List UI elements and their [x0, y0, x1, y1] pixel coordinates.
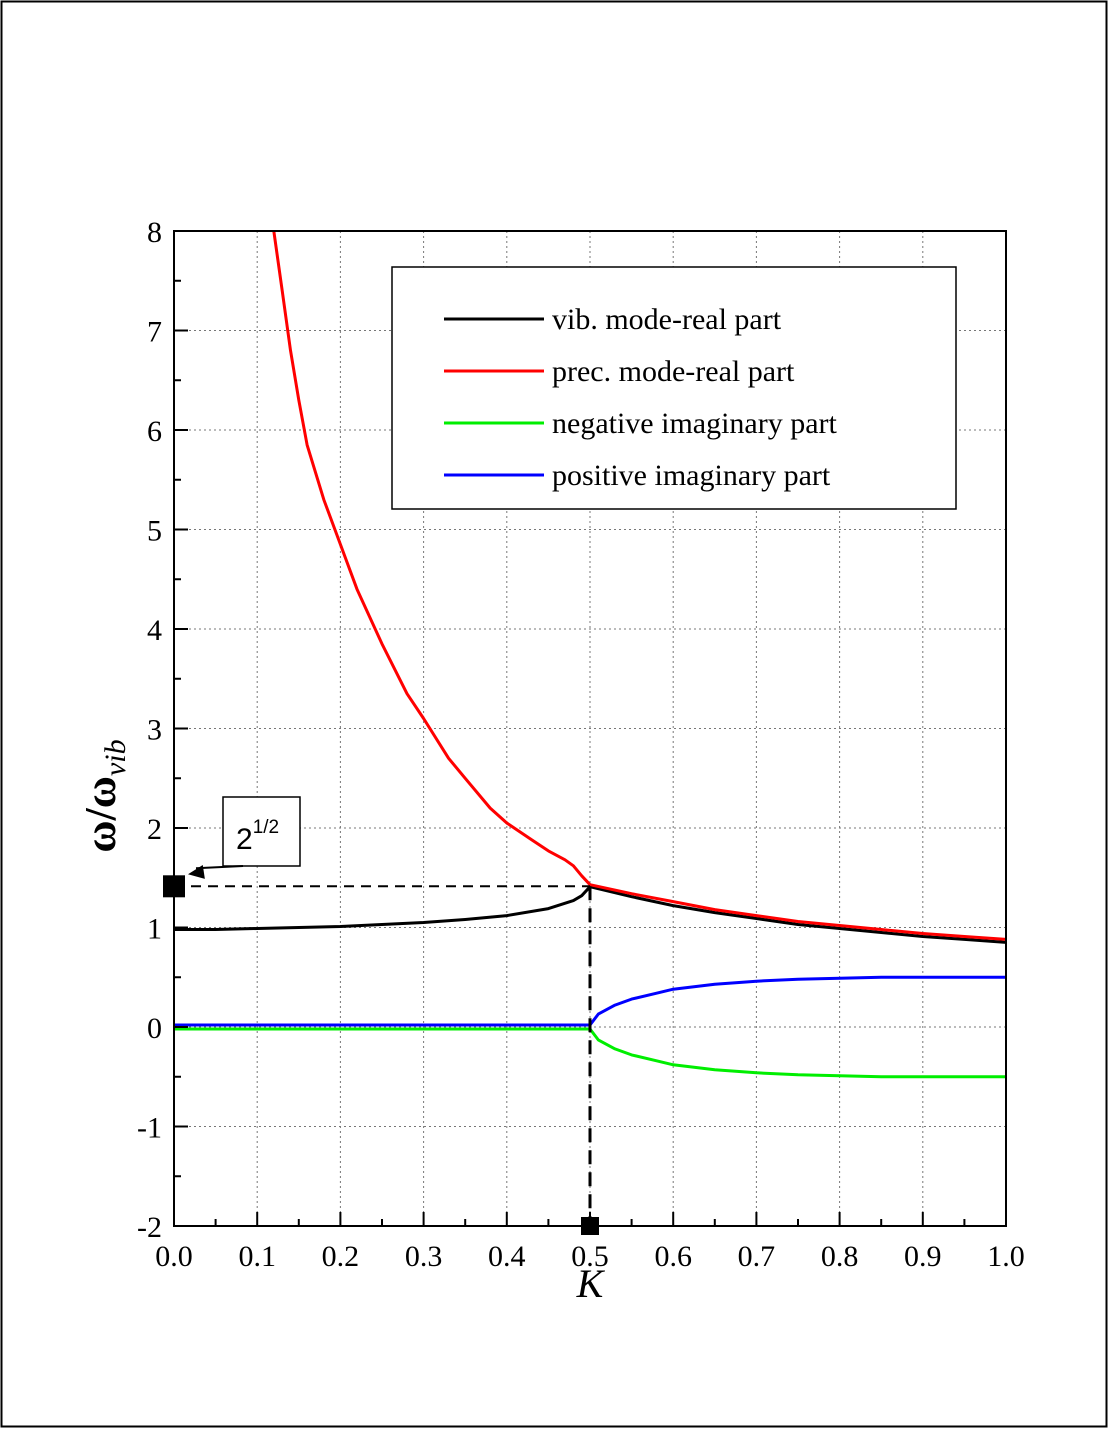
annotations: 21/2: [188, 796, 301, 879]
x-tick-label: 0.2: [322, 1240, 360, 1273]
y-axis-label: ω/ωvib: [76, 739, 132, 852]
legend-label-1: prec. mode-real part: [552, 355, 795, 388]
x-tick-label: 0.0: [155, 1240, 193, 1273]
annotation-box: [222, 796, 301, 867]
x-tick-label: 1.0: [987, 1240, 1025, 1273]
series-line-0: [174, 885, 1007, 944]
x-axis-label: K: [576, 1261, 606, 1306]
series-line-2: [174, 1027, 1006, 1079]
x-tick-label: 0.4: [488, 1240, 526, 1273]
x-tick-label: 0.6: [654, 1240, 692, 1273]
marker-square-k-half: [581, 1217, 599, 1235]
legend-label-3: positive imaginary part: [552, 459, 831, 492]
series-line-3: [174, 975, 1006, 1027]
y-tick-label: 1: [147, 913, 162, 946]
plot-curves: [174, 230, 1007, 1079]
y-tick-label: -2: [137, 1211, 162, 1244]
y-axis-label-subscript: vib: [99, 739, 132, 776]
annotation-arrow-head: [188, 864, 205, 879]
y-tick-label: 3: [147, 714, 162, 747]
legend-box: [391, 266, 957, 510]
annotation-arrow-line: [195, 865, 244, 870]
legend: vib. mode-real part prec. mode-real part n…: [391, 266, 957, 510]
reference-lines: [163, 875, 599, 1235]
x-tick-label: 0.5: [571, 1240, 609, 1273]
legend-label-2: negative imaginary part: [552, 407, 838, 440]
legend-label-0: vib. mode-real part: [552, 303, 782, 336]
annotation-label: 21/2: [236, 817, 279, 856]
y-tick-label: 5: [147, 515, 162, 548]
y-tick-label: 6: [147, 415, 162, 448]
x-tick-label: 0.7: [738, 1240, 776, 1273]
marker-square-sqrt2: [163, 875, 185, 898]
x-tick-label: 0.1: [238, 1240, 276, 1273]
y-tick-label: 0: [147, 1012, 162, 1045]
x-tick-label: 0.3: [405, 1240, 443, 1273]
y-tick-label: 8: [147, 216, 162, 249]
y-tick-label: -1: [137, 1112, 162, 1145]
y-tick-label: 7: [147, 316, 162, 349]
y-tick-label: 2: [147, 813, 162, 846]
x-tick-label: 0.8: [821, 1240, 859, 1273]
x-tick-label: 0.9: [904, 1240, 942, 1273]
axis-ticks: 0.0 0.1 0.2 0.3 0.4 0.5 0.6 0.7 0.8 0.9 1.0 -2 -1 0 1 2…: [137, 216, 1025, 1273]
y-axis-label-main: ω/ω: [76, 776, 125, 853]
y-tick-label: 4: [147, 614, 162, 647]
series-line-1: [272, 230, 1007, 941]
